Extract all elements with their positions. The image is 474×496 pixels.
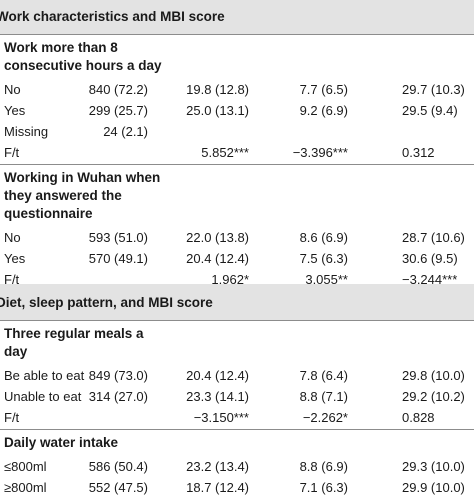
value-col-1: 23.2 (13.4) xyxy=(186,459,249,474)
value-col-2: −3.396*** xyxy=(292,145,348,160)
group-label: Daily water intake xyxy=(4,434,118,452)
value-col-3: 0.312 xyxy=(402,145,435,160)
value-col-3: 29.3 (10.0) xyxy=(402,459,465,474)
value-col-2: −2.262* xyxy=(302,410,348,425)
value-col-3: 0.828 xyxy=(402,410,435,425)
row-label: F/t xyxy=(4,272,20,287)
group-label-line: they answered the xyxy=(4,188,122,203)
value-col-2: 7.1 (6.3) xyxy=(299,480,348,495)
section-header: Diet, sleep pattern, and MBI score xyxy=(0,284,474,320)
value-col-1: 22.0 (13.8) xyxy=(186,230,249,245)
section-header: Work characteristics and MBI score xyxy=(0,0,474,34)
value-col-1: 20.4 (12.4) xyxy=(186,368,249,383)
value-col-2: 7.7 (6.5) xyxy=(299,82,348,97)
section-title: Work characteristics and MBI score xyxy=(0,9,225,24)
count-percent: 299 (25.7) xyxy=(88,103,148,118)
count-percent: 24 (2.1) xyxy=(103,124,148,139)
value-col-1: 5.852*** xyxy=(201,145,249,160)
group-label: Three regular meals a day xyxy=(4,325,144,361)
group-label-line: questionnaire xyxy=(4,206,93,221)
value-col-3: 29.5 (9.4) xyxy=(402,103,458,118)
row-divider xyxy=(0,34,474,35)
value-col-2: 8.8 (7.1) xyxy=(299,389,348,404)
count-percent: 593 (51.0) xyxy=(88,230,148,245)
value-col-1: 20.4 (12.4) xyxy=(186,251,249,266)
group-label-line: consecutive hours a day xyxy=(4,58,162,73)
count-percent: 314 (27.0) xyxy=(88,389,148,404)
value-col-2: 8.8 (6.9) xyxy=(299,459,348,474)
row-label: ≤800ml xyxy=(4,459,47,474)
group-label-line: Working in Wuhan when xyxy=(4,170,161,185)
count-percent: 552 (47.5) xyxy=(88,480,148,495)
row-label: Yes xyxy=(4,103,26,118)
value-col-3: 29.8 (10.0) xyxy=(402,368,465,383)
value-col-2: 8.6 (6.9) xyxy=(299,230,348,245)
row-divider xyxy=(0,429,474,430)
row-label: Missing xyxy=(4,124,49,139)
count-percent: 586 (50.4) xyxy=(88,459,148,474)
value-col-1: −3.150*** xyxy=(193,410,249,425)
value-col-1: 19.8 (12.8) xyxy=(186,82,249,97)
group-label: Work more than 8 consecutive hours a day xyxy=(4,39,162,75)
value-col-1: 1.962* xyxy=(211,272,249,287)
value-col-2: 3.055** xyxy=(305,272,348,287)
group-label: Working in Wuhan when they answered the qu… xyxy=(4,169,160,223)
row-label: No xyxy=(4,230,21,245)
group-label-line: Three regular meals a xyxy=(4,326,144,341)
count-percent: 570 (49.1) xyxy=(88,251,148,266)
row-label: No xyxy=(4,82,21,97)
row-label: ≥800ml xyxy=(4,480,47,495)
row-label: Yes xyxy=(4,251,26,266)
row-divider xyxy=(0,320,474,321)
count-percent: 840 (72.2) xyxy=(88,82,148,97)
row-label: Be able to eat xyxy=(4,368,85,383)
value-col-2: 9.2 (6.9) xyxy=(299,103,348,118)
group-label-line: Work more than 8 xyxy=(4,40,118,55)
row-label: F/t xyxy=(4,145,20,160)
section-title: Diet, sleep pattern, and MBI score xyxy=(0,295,213,310)
value-col-3: 29.2 (10.2) xyxy=(402,389,465,404)
value-col-3: 29.7 (10.3) xyxy=(402,82,465,97)
value-col-3: 28.7 (10.6) xyxy=(402,230,465,245)
row-label: F/t xyxy=(4,410,20,425)
row-divider xyxy=(0,164,474,165)
value-col-1: 18.7 (12.4) xyxy=(186,480,249,495)
count-percent: 849 (73.0) xyxy=(88,368,148,383)
value-col-3: 29.9 (10.0) xyxy=(402,480,465,495)
value-col-1: 25.0 (13.1) xyxy=(186,103,249,118)
value-col-1: 23.3 (14.1) xyxy=(186,389,249,404)
group-label-line: Daily water intake xyxy=(4,435,119,450)
group-label-line: day xyxy=(4,344,28,359)
row-label: Unable to eat xyxy=(4,389,82,404)
value-col-2: 7.5 (6.3) xyxy=(299,251,348,266)
value-col-3: −3.244*** xyxy=(402,272,458,287)
value-col-3: 30.6 (9.5) xyxy=(402,251,458,266)
value-col-2: 7.8 (6.4) xyxy=(299,368,348,383)
